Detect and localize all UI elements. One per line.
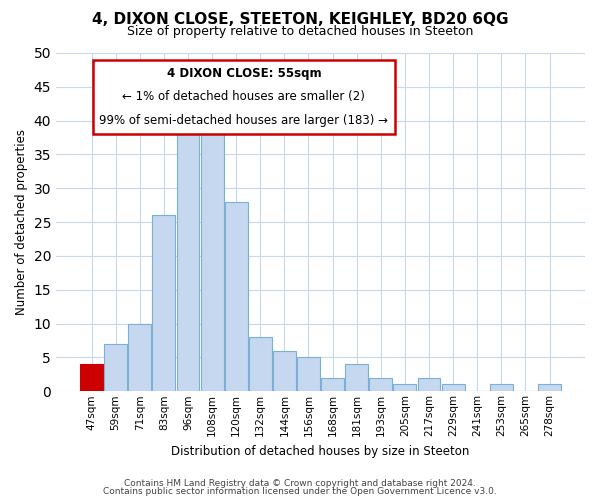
Bar [200, 120, 224, 392]
Bar [370, 378, 392, 392]
Text: 99% of semi-detached houses are larger (183) →: 99% of semi-detached houses are larger (… [100, 114, 388, 128]
Bar [176, 134, 199, 392]
Bar [490, 384, 513, 392]
Bar [225, 202, 248, 392]
Bar [273, 350, 296, 392]
Text: Contains public sector information licensed under the Open Government Licence v3: Contains public sector information licen… [103, 487, 497, 496]
Text: ← 1% of detached houses are smaller (2): ← 1% of detached houses are smaller (2) [122, 90, 365, 104]
FancyBboxPatch shape [93, 60, 395, 134]
Text: Contains HM Land Registry data © Crown copyright and database right 2024.: Contains HM Land Registry data © Crown c… [124, 478, 476, 488]
Bar [442, 384, 464, 392]
Bar [345, 364, 368, 392]
Bar [418, 378, 440, 392]
X-axis label: Distribution of detached houses by size in Steeton: Distribution of detached houses by size … [172, 444, 470, 458]
Bar [249, 337, 272, 392]
Text: Size of property relative to detached houses in Steeton: Size of property relative to detached ho… [127, 25, 473, 38]
Bar [80, 364, 103, 392]
Bar [538, 384, 561, 392]
Bar [128, 324, 151, 392]
Bar [394, 384, 416, 392]
Bar [321, 378, 344, 392]
Bar [152, 216, 175, 392]
Text: 4, DIXON CLOSE, STEETON, KEIGHLEY, BD20 6QG: 4, DIXON CLOSE, STEETON, KEIGHLEY, BD20 … [92, 12, 508, 28]
Bar [297, 358, 320, 392]
Text: 4 DIXON CLOSE: 55sqm: 4 DIXON CLOSE: 55sqm [167, 66, 321, 80]
Y-axis label: Number of detached properties: Number of detached properties [15, 129, 28, 315]
Bar [104, 344, 127, 392]
